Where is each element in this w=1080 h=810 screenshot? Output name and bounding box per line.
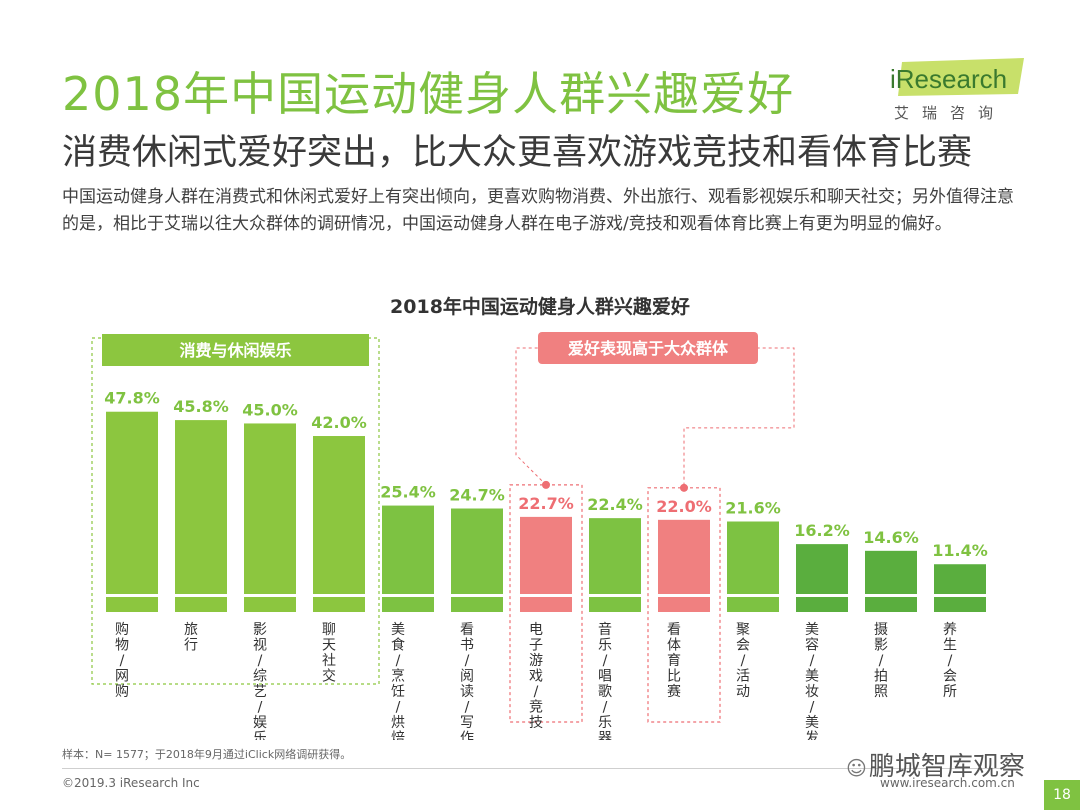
bar-9 [727,521,779,612]
category-label-6: 电子游戏/竞技 [529,622,543,731]
bar-2 [244,423,296,612]
value-label-10: 16.2% [794,521,850,540]
value-label-4: 25.4% [380,483,436,502]
bar-0 [106,411,158,612]
highlight-dot-8 [680,483,688,492]
copyright-text: ©2019.3 iResearch Inc [62,776,200,790]
category-label-10: 美容/美妆/美发 [805,622,819,740]
bar-6 [520,516,572,612]
bar-1 [175,420,227,612]
bar-stripe-8 [658,594,710,597]
category-label-7: 音乐/唱歌/乐器 [598,621,612,740]
value-label-1: 45.8% [173,397,229,416]
footer-divider [62,768,1018,769]
value-label-5: 24.7% [449,486,505,505]
value-label-0: 47.8% [104,389,160,408]
category-label-5: 看书/阅读/写作 [460,622,474,740]
bar-8 [658,519,710,612]
value-label-6: 22.7% [518,494,574,513]
value-label-3: 42.0% [311,413,367,432]
logo-wordmark: iResearch [890,64,1008,94]
highlight-connector [515,347,795,488]
value-label-11: 14.6% [863,528,919,547]
bar-12 [934,564,986,612]
page-number: 18 [1044,780,1080,810]
bar-stripe-12 [934,594,986,597]
logo-subtitle: 艾瑞咨询 [894,104,1007,122]
wechat-icon: ☺ [846,756,867,780]
category-label-1: 旅行 [184,622,198,654]
page-subtitle: 消费休闲式爱好突出，比大众更喜欢游戏竞技和看体育比赛 [62,133,973,173]
logo-shape-icon [898,58,1024,96]
bar-stripe-3 [313,594,365,597]
chart-title: 2018年中国运动健身人群兴趣爱好 [390,296,690,318]
category-label-12: 养生/会所 [943,622,957,700]
above-public-label: 爱好表现高于大众群体 [568,339,729,358]
iresearch-logo: iResearch 艾瑞咨询 [890,58,1030,128]
category-label-0: 购物/网购 [115,622,129,700]
category-label-2: 影视/综艺/娱乐 [253,622,267,740]
value-label-9: 21.6% [725,498,781,517]
bar-stripe-5 [451,594,503,597]
page-title: 2018年中国运动健身人群兴趣爱好 [62,67,795,121]
value-label-2: 45.0% [242,400,298,419]
category-label-4: 美食/烹饪/烘焙 [391,622,405,740]
value-label-8: 22.0% [656,497,712,516]
bar-stripe-7 [589,594,641,597]
consumption-group-header [102,334,369,366]
bar-stripe-4 [382,594,434,597]
bar-stripe-11 [865,594,917,597]
page-description: 中国运动健身人群在消费式和休闲式爱好上有突出倾向，更喜欢购物消费、外出旅行、观看… [62,187,1014,234]
bar-stripe-10 [796,594,848,597]
bar-stripe-1 [175,594,227,597]
value-label-12: 11.4% [932,541,988,560]
above-public-header [538,332,758,364]
bar-stripe-2 [244,594,296,597]
category-label-8: 看体育比赛 [667,622,681,700]
bar-11 [865,550,917,612]
bar-stripe-6 [520,594,572,597]
watermark: ☺鹏城智库观察 [846,752,1025,782]
bar-7 [589,518,641,612]
sample-note: 样本：N= 1577；于2018年9月通过iClick网络调研获得。 [62,748,352,761]
bar-stripe-0 [106,594,158,597]
category-label-11: 摄影/拍照 [874,622,888,700]
bar-chart: 消费与休闲娱乐 爱好表现高于大众群体 47.8% 购物/网购 45.8% 旅行 45.0%… [91,332,988,740]
consumption-group-box [91,337,380,685]
category-label-9: 聚会/活动 [736,622,750,700]
value-label-7: 22.4% [587,495,643,514]
bar-stripe-9 [727,594,779,597]
bar-3 [313,436,365,612]
website-link[interactable]: www.iresearch.com.cn [880,776,1015,790]
category-label-3: 聊天社交 [322,622,336,685]
consumption-group-label: 消费与休闲娱乐 [179,341,291,360]
bar-10 [796,544,848,612]
